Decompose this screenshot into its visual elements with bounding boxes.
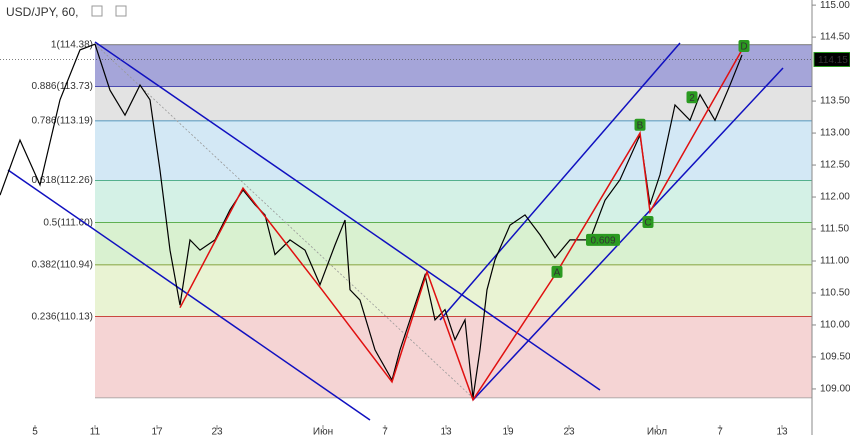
fib-zone <box>95 264 812 317</box>
chart-title: USD/JPY, 60, <box>6 5 78 19</box>
pattern-badge <box>551 265 563 278</box>
fib-label: 0.618(112.26) <box>31 175 93 186</box>
collapse-button[interactable] <box>91 5 103 17</box>
fib-zone <box>95 222 812 265</box>
pattern-label: C <box>644 218 651 229</box>
pattern-label: A <box>554 268 561 279</box>
pattern-badge <box>634 118 646 131</box>
fib-label: 0.382(110.94) <box>31 259 93 270</box>
channels <box>7 41 784 421</box>
settings-button[interactable] <box>115 5 127 17</box>
x-tick-label: 7 <box>382 427 388 435</box>
fib-label: 0.5(111.60) <box>43 217 93 228</box>
y-tick-label: 115.00 <box>820 0 850 11</box>
fib-zone <box>95 316 812 398</box>
y-tick-label: 113.50 <box>820 96 850 107</box>
y-tick-label: 110.00 <box>820 320 850 331</box>
pattern-badge <box>586 233 620 246</box>
channel-line <box>7 169 371 421</box>
fib-label: 0.786(113.19) <box>31 116 93 127</box>
channel-line <box>94 41 601 391</box>
background: 1(114.38) 0.886(113.73) 0.786(113.19) 0.618… <box>31 39 812 399</box>
y-tick-label: 109.00 <box>820 384 850 395</box>
channel-line <box>472 67 784 401</box>
y-tick-label: 109.50 <box>820 352 850 363</box>
fib-label: 1(114.38) <box>51 39 93 50</box>
x-tick-label: 7 <box>717 427 723 435</box>
y-tick-label: 112.00 <box>820 192 850 203</box>
pattern-label: D <box>740 42 747 53</box>
zigzag <box>179 49 743 402</box>
price-line <box>0 43 743 398</box>
y-tick-label: 111.00 <box>820 256 850 267</box>
y-tick-label: 114.50 <box>820 32 850 43</box>
last-price-label: 114.15 <box>818 55 848 66</box>
x-tick-label: 17 <box>151 427 163 435</box>
fib-label: 0.886(113.73) <box>31 81 93 92</box>
pattern-badge <box>738 40 750 53</box>
channel-line <box>439 42 681 321</box>
fib-zone <box>95 180 812 223</box>
y-tick-label: 112.50 <box>820 160 850 171</box>
pattern-label: B <box>637 120 644 131</box>
pattern-label: 2 <box>689 93 695 104</box>
x-tick-label: Июн <box>313 427 333 435</box>
x-tick-label: 5 <box>32 427 38 435</box>
x-tick-label: 23 <box>211 427 223 435</box>
x-tick-label: 23 <box>563 427 575 435</box>
y-tick-label: 111.50 <box>820 224 850 235</box>
last-price-tag <box>813 51 850 67</box>
fib-zone <box>95 44 812 87</box>
y-tick-label: 110.50 <box>820 288 850 299</box>
x-tick-label: 13 <box>440 427 452 435</box>
x-tick-label: Июл <box>647 427 667 435</box>
pattern-badge <box>686 91 698 104</box>
x-tick-label: 19 <box>502 427 514 435</box>
x-tick-label: 11 <box>90 427 101 435</box>
pattern-label: 0.609 <box>590 236 615 247</box>
y-tick-label: 113.00 <box>820 128 850 139</box>
x-tick-label: 13 <box>776 427 788 435</box>
fib-zone <box>95 120 812 181</box>
fib-label: 0.236(110.13) <box>31 311 93 322</box>
pattern-badge <box>642 215 654 228</box>
